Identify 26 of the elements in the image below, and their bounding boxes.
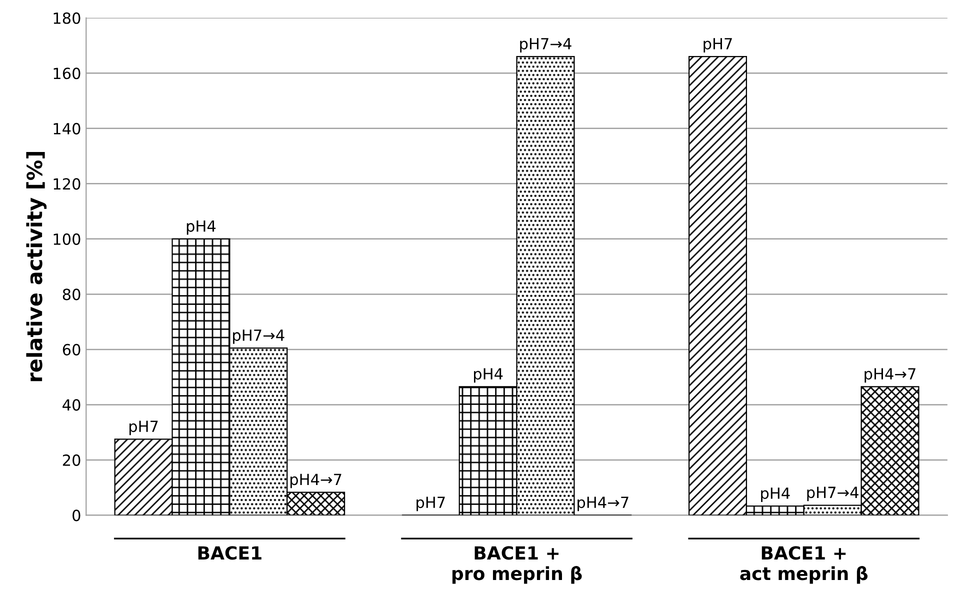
x-tick-label: BACE1 + act meprin β (740, 546, 868, 584)
y-tick-label: 20 (62, 454, 80, 466)
y-tick-label: 100 (54, 233, 80, 245)
text: pH4 (761, 488, 790, 502)
y-tick-label: 140 (54, 122, 80, 134)
text: pH4→7 (578, 496, 628, 512)
series-label: pH4 (474, 368, 503, 383)
x-tick-label: BACE1 (198, 546, 262, 560)
text: pH7→4 (807, 486, 858, 502)
y-tick-label: 40 (62, 399, 80, 411)
text: pH7 (416, 496, 445, 512)
x-tick-label: BACE1 + pro meprin β (452, 546, 582, 584)
y-axis-title: relative activity [%] (26, 152, 47, 382)
y-tick-label: 80 (62, 288, 80, 300)
y-tick-label: 60 (62, 344, 80, 356)
y-tick-label: 0 (72, 510, 80, 522)
series-label: pH7→4 (233, 330, 284, 344)
y-tick-label: 180 (54, 12, 80, 24)
text: pH4 (186, 220, 216, 235)
y-tick-label: 120 (54, 178, 80, 190)
text: pH7 (129, 420, 158, 436)
series-label: pH7 (704, 38, 732, 52)
text: pH7→4 (520, 38, 572, 52)
series-label: pH4→7 (290, 474, 342, 488)
y-tick-label: 160 (54, 68, 80, 80)
text: pH4→7 (864, 368, 916, 383)
